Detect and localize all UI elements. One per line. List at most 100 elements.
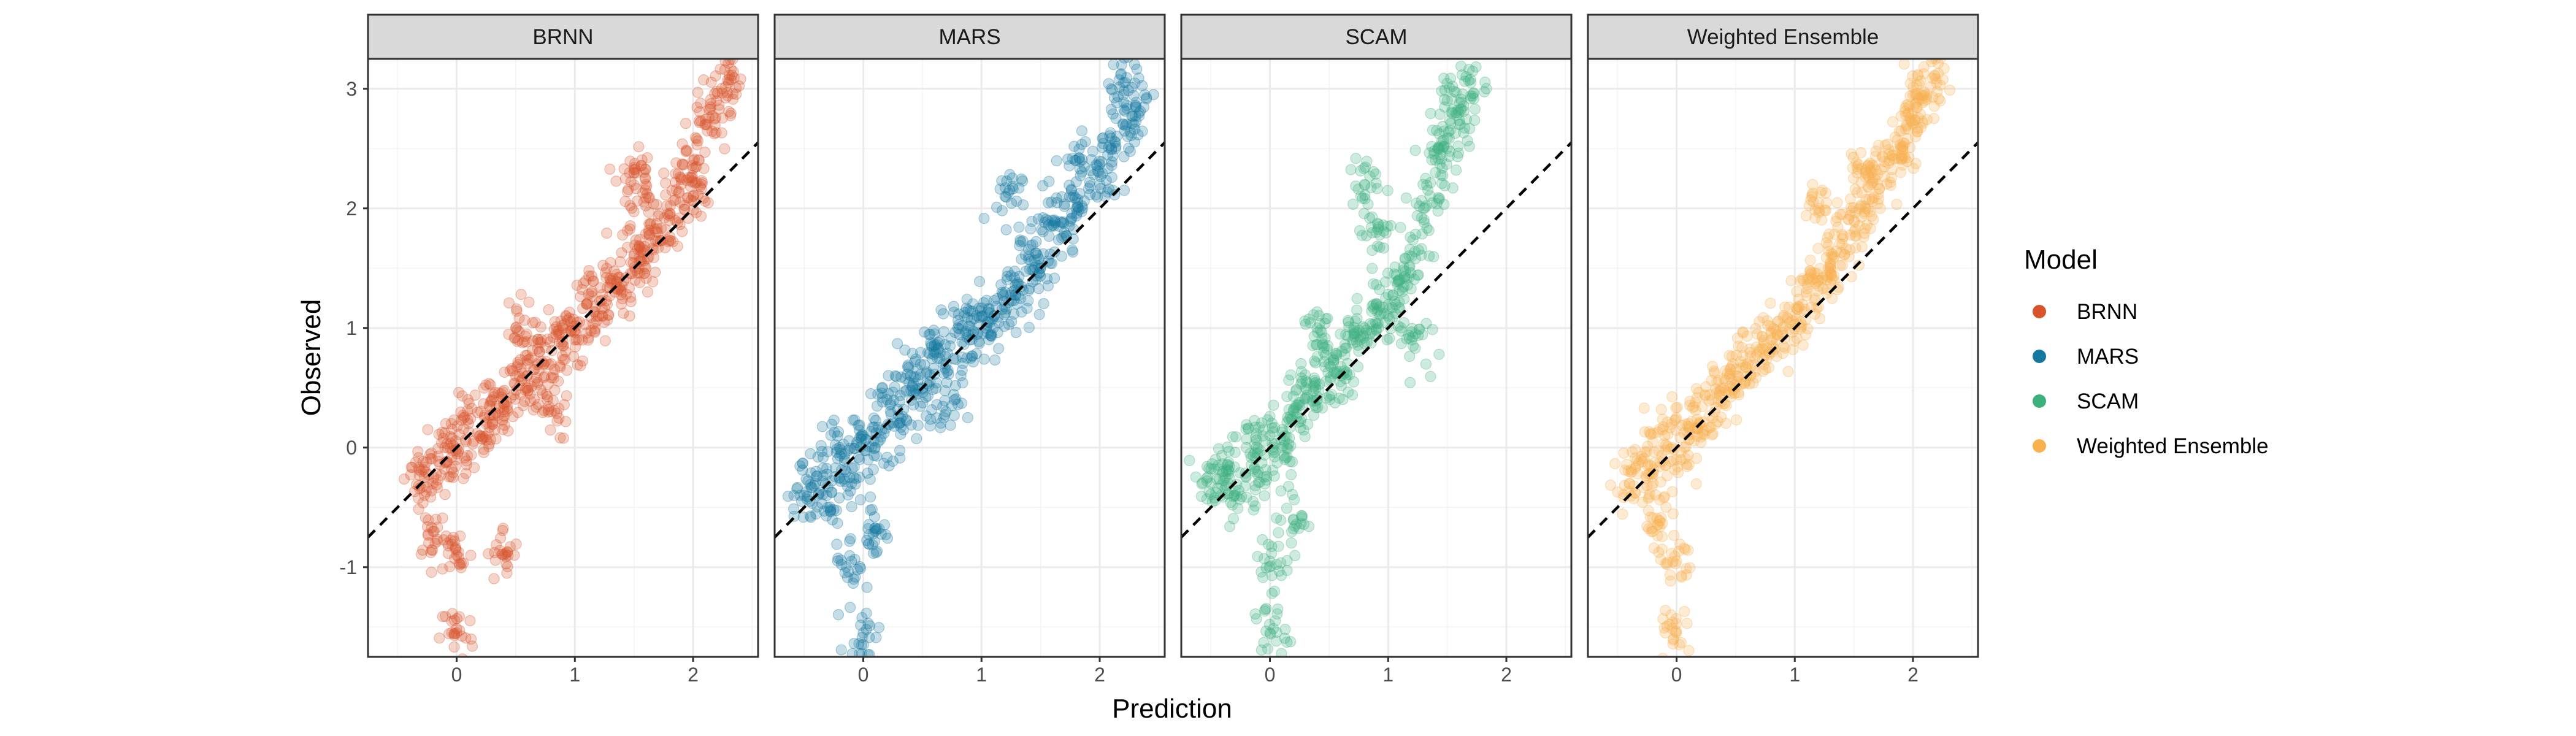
data-point [1652,426,1664,438]
data-point [1001,274,1013,286]
data-point [855,619,867,631]
data-point [1013,270,1025,283]
data-point [681,145,693,157]
data-point [1654,494,1666,506]
data-point [887,455,899,467]
data-point [1432,153,1444,164]
data-point [1434,109,1446,120]
y-tick-label: -1 [340,556,357,578]
data-point [499,385,510,396]
data-point [1793,301,1805,313]
data-point [1293,523,1305,534]
data-point [1849,216,1860,228]
data-point [1268,447,1279,458]
data-point [1326,389,1338,401]
data-point [1850,230,1862,242]
data-point [1751,328,1763,340]
data-point [1312,402,1324,413]
data-point [1058,231,1070,242]
data-point [862,538,875,550]
data-point [1431,125,1443,137]
data-point [535,321,546,333]
data-point [723,105,735,118]
data-point [1014,234,1026,246]
data-point [1102,163,1114,174]
data-point [1212,482,1224,494]
data-point [694,117,705,128]
data-point [1660,627,1671,638]
data-point [1380,292,1392,304]
data-point [1296,376,1308,388]
data-point [698,74,710,86]
data-point [1851,161,1863,172]
data-point [1450,86,1462,98]
data-point [1653,546,1665,558]
data-point [1351,304,1363,316]
data-point [1420,358,1432,370]
data-point [1025,223,1037,235]
data-point [1444,72,1457,84]
data-point [478,447,489,458]
data-point [638,244,650,256]
data-point [691,177,702,188]
data-point [1406,334,1417,346]
data-point [456,631,468,642]
data-point [1919,95,1931,107]
data-point [719,64,731,75]
data-point [1067,152,1078,164]
data-point [1016,306,1027,318]
data-point [810,508,822,520]
data-point [1467,88,1479,99]
data-point [1068,140,1080,152]
data-point [1129,101,1141,113]
data-point [1744,343,1755,355]
data-point [1122,142,1135,154]
data-point [454,624,466,637]
data-point [1452,140,1464,152]
data-point [937,308,949,320]
data-point [1864,161,1876,173]
data-point [1469,103,1481,115]
data-point [1636,456,1649,467]
data-point [543,304,554,316]
data-point [825,505,837,517]
data-point [1054,216,1066,228]
data-point [1348,376,1360,388]
data-point [1619,464,1631,476]
data-point [1079,136,1091,148]
data-point [1311,351,1323,362]
data-point [529,375,540,388]
data-point [1459,75,1471,87]
data-point [1087,145,1099,157]
data-point [1220,466,1232,478]
data-point [1926,72,1938,84]
data-point [984,316,996,329]
data-point [1317,338,1328,350]
data-point [519,315,531,326]
data-point [1348,328,1360,340]
data-point [899,372,911,385]
data-point [1366,211,1378,223]
data-point [1706,361,1719,372]
data-point [1667,634,1679,646]
data-point [1350,153,1362,164]
data-point [1861,219,1873,231]
data-point [1863,182,1875,194]
data-point [1289,402,1300,414]
data-point [1276,648,1287,657]
data-point [1313,385,1325,396]
data-point [1832,221,1844,233]
data-point [1460,71,1472,83]
data-point [996,205,1008,217]
data-point [1348,331,1360,342]
data-point [578,277,589,289]
data-point [677,159,689,171]
data-point [982,327,994,339]
data-point [486,416,498,428]
data-point [1331,366,1343,378]
data-point [477,431,488,442]
data-point [1260,464,1271,475]
data-point [1465,90,1476,102]
data-point [1348,324,1360,336]
